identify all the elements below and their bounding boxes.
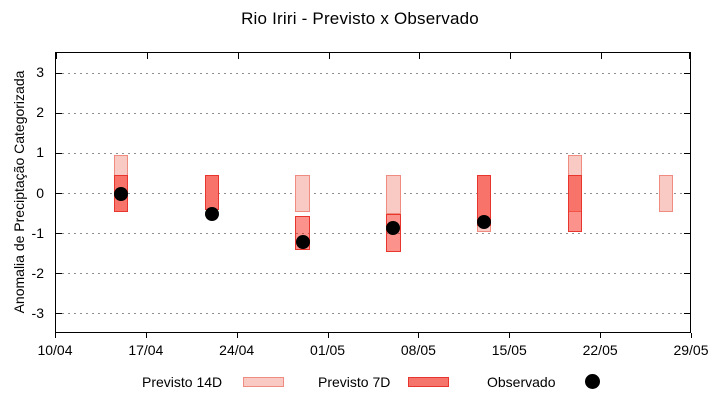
y-tick-right [684,112,690,114]
observado-dot [295,234,310,249]
x-tick-top [601,53,603,59]
y-tick-right [684,233,690,235]
x-tick-label: 01/05 [310,342,346,358]
x-tick-top [689,53,690,59]
observado-dot [477,214,492,229]
x-tick-top [146,53,148,59]
previsto-14d-box [658,175,674,212]
x-tick-bottom [236,333,238,338]
y-tick-label: -1 [31,224,44,241]
x-tick-label: 17/04 [128,342,164,358]
x-tick-label: 15/05 [491,342,527,358]
x-tick-label: 24/04 [219,342,255,358]
plot-area [55,52,691,333]
y-tick-label: 1 [36,144,44,161]
y-tick-left [56,313,62,315]
y-gridline [56,152,690,154]
y-tick-left [56,112,62,114]
x-tick-bottom [55,333,56,338]
legend-observado-dot-icon [585,374,600,389]
legend-swatch-previsto-7d-icon [408,377,449,387]
y-tick-right [684,193,690,194]
x-tick-top [56,53,57,59]
y-tick-label: 0 [36,184,44,201]
x-tick-bottom [509,333,511,338]
x-tick-top [419,53,421,59]
y-gridline [56,72,690,74]
x-tick-bottom [327,333,329,338]
y-tick-label: -2 [31,264,44,281]
y-gridline [56,233,690,235]
y-tick-label: -3 [31,304,44,321]
y-tick-left [56,152,62,154]
x-tick-top [237,53,239,59]
y-tick-left [56,72,62,74]
x-tick-bottom [418,333,420,338]
y-gridline [56,193,690,194]
legend-label-observado: Observado [487,374,556,390]
x-tick-top [510,53,512,59]
y-gridline [56,313,690,315]
x-tick-top [328,53,330,59]
y-gridline [56,273,690,275]
y-tick-left [56,193,62,194]
observado-dot [386,220,401,235]
x-tick-label: 10/04 [37,342,73,358]
x-tick-bottom [145,333,147,338]
y-tick-right [684,152,690,154]
y-tick-left [56,233,62,235]
chart-title: Rio Iriri - Previsto x Observado [241,9,479,28]
x-tick-label: 22/05 [582,342,618,358]
y-tick-label: 3 [36,64,44,81]
legend-label-previsto-7d: Previsto 7D [318,374,391,390]
x-tick-bottom [691,333,692,338]
y-tick-left [56,273,62,275]
legend-label-previsto-14d: Previsto 14D [142,374,223,390]
y-tick-right [684,313,690,315]
x-tick-label: 29/05 [673,342,709,358]
y-tick-right [684,273,690,275]
previsto-7d-box [568,175,583,232]
y-gridline [56,112,690,114]
previsto-14d-box [295,175,310,212]
y-tick-label: 2 [36,104,44,121]
x-tick-bottom [600,333,602,338]
observado-dot [204,206,219,221]
legend-swatch-previsto-14d-icon [243,377,284,387]
x-tick-label: 08/05 [400,342,436,358]
observado-dot [113,186,128,201]
previsto-14d-box [386,175,401,214]
previsto-7d-box [204,175,219,210]
y-tick-right [684,72,690,74]
